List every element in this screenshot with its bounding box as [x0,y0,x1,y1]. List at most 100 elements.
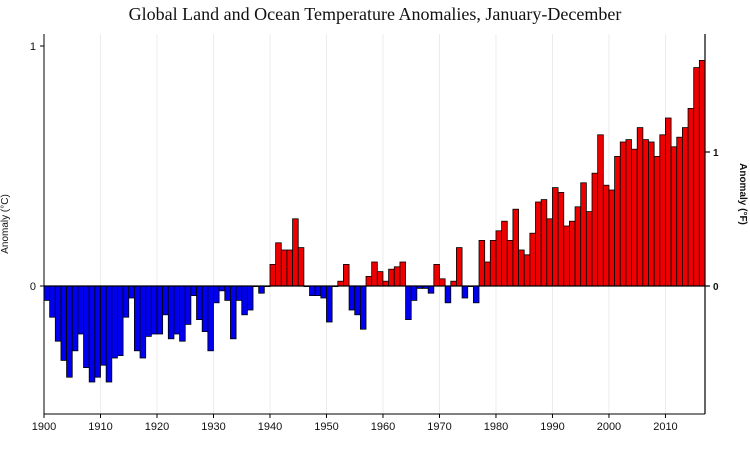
bar-2015 [693,67,700,287]
bar-1973 [456,247,463,287]
x-tick-label-1920: 1920 [145,421,169,433]
bar-2016 [698,60,706,287]
bar-2001 [614,155,621,287]
bar-1968 [427,285,435,294]
y-tick-label-left-0: 0 [30,281,36,293]
bar-1940 [269,263,277,287]
bar-1986 [529,232,536,287]
bar-1959 [376,271,384,287]
bar-1989 [546,218,553,287]
x-tick-label-1960: 1960 [371,421,395,433]
bar-1932 [224,285,231,301]
bar-1958 [371,261,378,287]
bar-1962 [393,266,401,287]
bar-1900 [43,285,51,301]
bar-1991 [557,191,565,287]
bar-1985 [523,254,531,287]
bar-2005 [636,127,644,287]
bar-1912 [111,285,118,359]
bar-1941 [275,242,282,287]
x-tick-label-1990: 1990 [540,421,564,433]
x-tick-label-2000: 2000 [597,421,621,433]
bar-1920 [156,285,164,335]
bar-1948 [314,285,322,297]
bar-1906 [77,285,84,335]
bar-1972 [450,280,457,287]
bar-2014 [687,108,695,287]
x-tick-label-1980: 1980 [484,421,508,433]
x-tick-label-1910: 1910 [88,421,112,433]
bar-1945 [297,247,305,287]
bar-1955 [354,285,361,316]
bar-1925 [184,285,192,325]
bar-1914 [122,285,130,318]
bar-1980 [495,230,503,287]
bar-1965 [410,285,418,301]
bar-1994 [574,206,582,287]
bar-1923 [173,285,180,335]
bar-1910 [100,285,107,366]
bar-2008 [653,155,661,287]
bar-1915 [128,285,135,299]
bar-1934 [235,285,243,301]
y-tick-label-left-1: 1 [30,41,36,53]
bar-1963 [399,261,406,287]
bar-1988 [540,199,548,287]
bar-1907 [83,285,90,368]
bar-1969 [433,263,440,287]
bar-1952 [337,280,344,287]
bar-1976 [472,285,480,304]
bar-1904 [66,285,73,378]
bar-1919 [150,285,158,335]
x-tick-label-1950: 1950 [314,421,338,433]
bar-1908 [88,285,96,383]
x-tick-label-1940: 1940 [258,421,282,433]
bar-1935 [241,285,248,316]
bar-1987 [535,201,542,287]
x-tick-label-1970: 1970 [427,421,451,433]
bar-1950 [326,285,333,323]
bar-1947 [309,285,316,297]
bar-1905 [71,285,79,352]
bar-1984 [518,249,525,287]
bar-1970 [439,278,446,287]
bar-1943 [286,249,293,287]
bar-1974 [461,285,469,299]
bar-1956 [359,285,367,330]
bar-1993 [569,220,576,287]
bar-1961 [388,268,395,287]
bar-1979 [489,239,497,287]
bar-1977 [478,239,486,287]
bar-1921 [162,285,169,316]
bar-1981 [501,220,508,287]
bar-1927 [196,285,203,320]
bar-1942 [280,249,288,287]
bar-1913 [117,285,124,356]
bar-2006 [642,139,649,287]
bar-1911 [105,285,113,383]
bar-1930 [213,285,220,304]
bar-2000 [608,189,616,287]
x-tick-label-1900: 1900 [32,421,56,433]
y-tick-label-right-0: 0 [713,282,719,293]
bar-1992 [563,225,570,287]
bar-2011 [670,146,678,287]
bar-1936 [246,285,254,311]
bar-1926 [190,285,197,297]
bar-1938 [258,285,265,294]
bar-1964 [405,285,412,320]
bar-2007 [648,141,655,287]
bar-1983 [512,208,519,287]
bar-1960 [382,280,390,287]
bar-1971 [444,285,452,304]
bar-1917 [139,285,147,359]
bar-2012 [676,136,683,287]
bar-1999 [602,184,610,287]
bar-1949 [320,285,327,299]
bar-2010 [665,117,672,287]
chart-title: Global Land and Ocean Temperature Anomal… [128,4,622,24]
bar-1996 [585,211,593,287]
bar-1933 [230,285,237,340]
bar-1954 [348,285,356,311]
bar-1924 [179,285,186,342]
